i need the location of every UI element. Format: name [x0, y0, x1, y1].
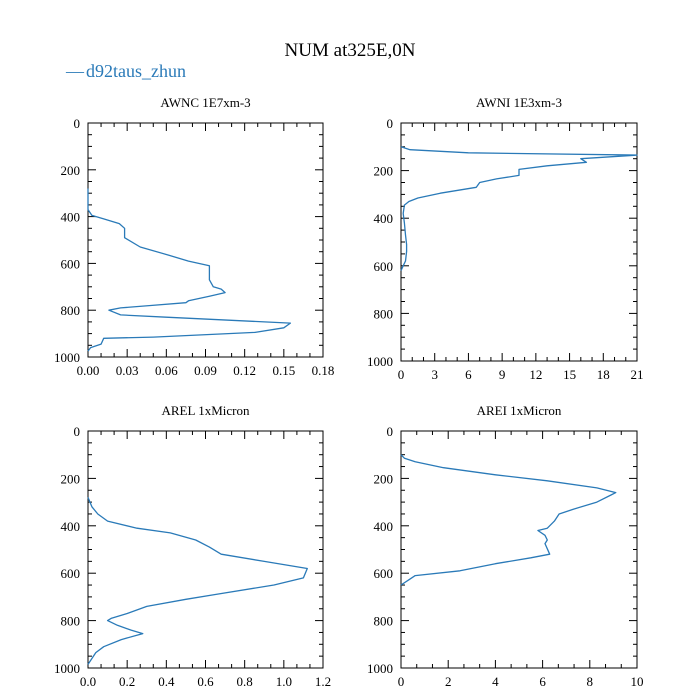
y-tick-label: 400 — [374, 211, 394, 226]
panel-title: AREL 1xMicron — [162, 403, 250, 418]
x-tick-label: 0 — [398, 367, 405, 382]
y-tick-label: 600 — [374, 566, 394, 581]
legend: — d92taus_zhun — [65, 61, 186, 81]
plot-frame — [87, 122, 324, 358]
x-tick-label: 8 — [587, 674, 594, 689]
x-tick-label: 0.4 — [158, 674, 175, 689]
x-tick-label: 0.6 — [197, 674, 214, 689]
series-line-1 — [400, 146, 638, 271]
panel-title: AWNI 1E3xm-3 — [476, 95, 562, 110]
y-tick-label: 400 — [61, 210, 81, 225]
x-tick-label: 0.06 — [155, 363, 178, 378]
series-line-1 — [400, 454, 617, 586]
y-tick-label: 1000 — [367, 354, 393, 369]
series-line-1 — [87, 497, 308, 665]
x-tick-label: 4 — [492, 674, 499, 689]
x-tick-label: 0.03 — [116, 363, 139, 378]
y-tick-label: 600 — [61, 256, 81, 271]
x-tick-label: 0.0 — [80, 674, 96, 689]
x-tick-label: 0 — [398, 674, 405, 689]
panels: AWNC 1E7xm-30.00 0.03 0.06 0.09 0.12 0.15 0.18… — [54, 95, 644, 689]
legend-marker: — — [65, 61, 85, 81]
x-tick-label: 9 — [499, 367, 506, 382]
y-tick-label: 0 — [74, 116, 81, 131]
x-tick-label: 15 — [563, 367, 576, 382]
y-tick-label: 0 — [74, 424, 81, 439]
x-tick-label: 12 — [529, 367, 542, 382]
y-tick-label: 200 — [374, 471, 394, 486]
y-tick-label: 1000 — [367, 661, 393, 676]
y-tick-label: 1000 — [54, 661, 80, 676]
x-tick-label: 2 — [445, 674, 452, 689]
panel-1: AWNC 1E7xm-3 0.00 0.03 0.06 0.09 0.12 0.15 0.18… — [54, 95, 334, 378]
panel-title: AWNC 1E7xm-3 — [160, 95, 250, 110]
x-tick-label: 0.18 — [312, 363, 335, 378]
plot-frame — [400, 122, 638, 362]
x-tick-label: 6 — [539, 674, 546, 689]
panel-4: AREI 1xMicron 0 2 4 6 8 10 0 200 400 600 800 1000 — [367, 403, 644, 689]
x-tick-label: 0.00 — [77, 363, 100, 378]
y-tick-label: 200 — [61, 163, 81, 178]
x-tick-label: 18 — [597, 367, 610, 382]
y-tick-label: 1000 — [54, 350, 80, 365]
y-tick-label: 800 — [374, 614, 394, 629]
x-tick-label: 3 — [431, 367, 438, 382]
y-tick-label: 200 — [374, 164, 394, 179]
y-tick-label: 0 — [387, 116, 394, 131]
y-tick-label: 600 — [61, 566, 81, 581]
x-tick-label: 10 — [631, 674, 644, 689]
y-tick-label: 800 — [61, 303, 81, 318]
y-tick-label: 200 — [61, 471, 81, 486]
x-tick-label: 0.2 — [119, 674, 135, 689]
x-tick-label: 1.2 — [315, 674, 331, 689]
panel-2: AWNI 1E3xm-3 0 3 6 9 12 15 18 21 0 200 400 600 800 100… — [367, 95, 644, 382]
y-tick-label: 0 — [387, 424, 394, 439]
x-tick-label: 0.8 — [237, 674, 253, 689]
panel-3: AREL 1xMicron 0.0 0.2 0.4 0.6 0.8 1.0 1.2 0 200 40… — [54, 403, 331, 689]
y-tick-label: 800 — [61, 614, 81, 629]
y-tick-label: 800 — [374, 306, 394, 321]
legend-label: d92taus_zhun — [86, 61, 186, 81]
plot-frame — [87, 430, 324, 669]
y-tick-label: 400 — [374, 519, 394, 534]
x-tick-label: 0.09 — [194, 363, 217, 378]
y-tick-label: 400 — [61, 519, 81, 534]
x-tick-label: 21 — [631, 367, 644, 382]
x-tick-label: 0.15 — [272, 363, 295, 378]
y-tick-label: 600 — [374, 259, 394, 274]
series-line-1 — [87, 188, 292, 352]
panel-title: AREI 1xMicron — [477, 403, 562, 418]
x-tick-label: 6 — [465, 367, 472, 382]
figure-title: NUM at325E,0N — [285, 40, 416, 61]
x-tick-label: 0.12 — [233, 363, 256, 378]
x-tick-label: 1.0 — [276, 674, 292, 689]
